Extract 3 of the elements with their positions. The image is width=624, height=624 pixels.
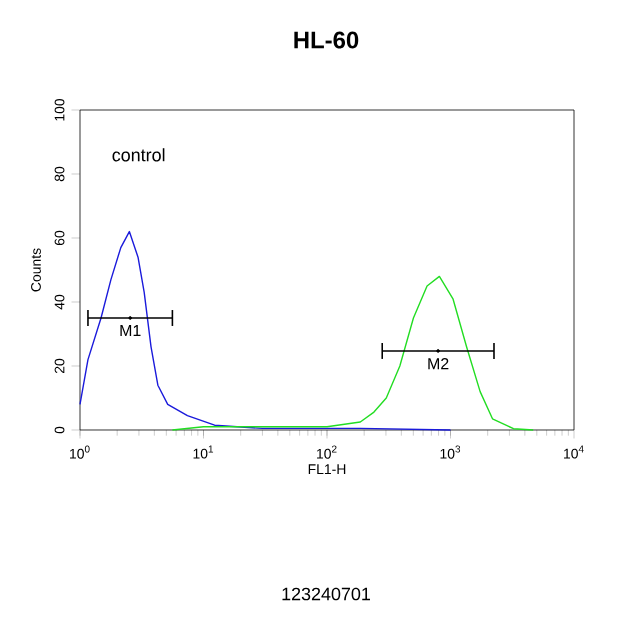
chart-title: HL-60 — [294, 31, 359, 49]
text: 123240701 — [282, 587, 370, 601]
annotation: control — [112, 148, 165, 162]
